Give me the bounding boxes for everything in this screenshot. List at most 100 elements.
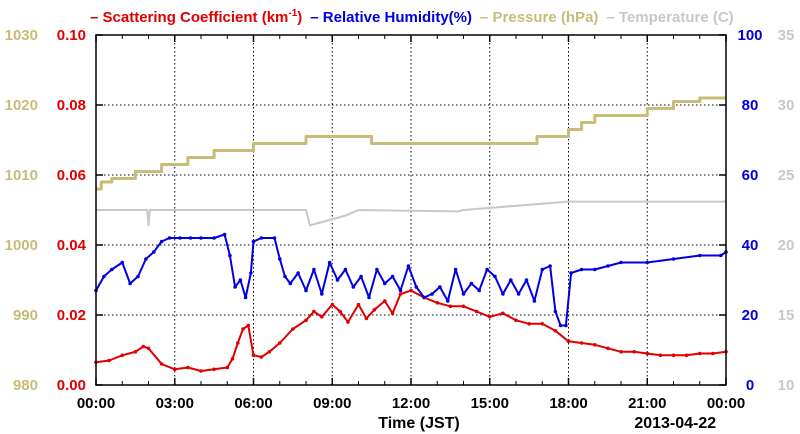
rh-point — [102, 274, 106, 279]
scattering-point — [225, 365, 230, 370]
scattering-point — [304, 318, 308, 323]
scattering-y-tick-label: 0.10 — [57, 27, 86, 44]
scattering-y-tick-label: 0.02 — [57, 307, 86, 324]
rh-y-tick-label: 100 — [737, 27, 762, 44]
scattering-point — [579, 341, 584, 345]
scattering-point — [409, 288, 413, 293]
rh-point — [698, 253, 702, 258]
rh-point — [422, 295, 426, 300]
rh-point — [128, 281, 132, 286]
grid — [96, 35, 726, 385]
x-tick-label: 15:00 — [471, 395, 509, 412]
scattering-point — [553, 329, 558, 333]
pressure-y-tick-label: 1030 — [5, 27, 38, 44]
scattering-point — [364, 316, 369, 321]
scattering-y-tick-label: 0.06 — [57, 167, 86, 184]
x-tick-label: 06:00 — [234, 395, 272, 412]
scattering-point — [398, 292, 403, 296]
x-tick-label: 18:00 — [549, 395, 587, 412]
temperature-y-tick-label: 15 — [778, 307, 795, 324]
rh-point — [327, 260, 332, 265]
temperature-y-tick-label: 30 — [778, 97, 795, 114]
legend-entry-scattering: – Scattering Coefficient (km-1) — [90, 8, 302, 26]
scattering-point — [372, 308, 377, 312]
scattering-point — [230, 357, 235, 361]
rh-point — [430, 292, 434, 296]
rh-point — [540, 267, 545, 272]
scattering-line — [95, 289, 727, 372]
rh-y-tick-label: 80 — [742, 97, 759, 114]
scattering-point — [383, 299, 387, 303]
rh-point — [272, 236, 277, 240]
rh-point — [671, 257, 676, 261]
scattering-point — [246, 323, 251, 328]
rh-point — [243, 295, 248, 300]
rh-point — [367, 295, 371, 300]
scattering-y-tick-label: 0.08 — [57, 97, 86, 114]
rh-point — [509, 278, 513, 282]
scattering-point — [658, 353, 663, 358]
rh-point — [288, 281, 293, 286]
y-axes: 98099010001010102010300.000.020.040.060.… — [5, 27, 795, 394]
rh-point — [233, 285, 237, 289]
x-tick-label: 00:00 — [77, 395, 115, 412]
temperature-y-tick-label: 35 — [778, 27, 795, 44]
rh-point — [222, 232, 227, 237]
rh-point — [564, 323, 568, 328]
scattering-series — [94, 288, 728, 373]
scattering-point — [159, 362, 164, 366]
scattering-point — [448, 304, 453, 309]
pressure-y-tick-label: 1020 — [5, 97, 38, 114]
rh-y-tick-label: 40 — [742, 237, 759, 254]
pressure-y-tick-label: 980 — [13, 377, 38, 394]
scattering-point — [474, 309, 479, 314]
scattering-point — [711, 351, 715, 356]
rh-point — [569, 271, 573, 275]
rh-point — [359, 274, 363, 279]
scattering-point — [236, 341, 240, 345]
scattering-point — [488, 315, 492, 319]
rh-point — [251, 239, 256, 244]
scattering-point — [312, 309, 316, 314]
rh-point — [188, 236, 193, 240]
scattering-point — [566, 339, 571, 344]
rh-point — [548, 264, 552, 268]
scattering-point — [146, 346, 151, 351]
rh-point — [278, 257, 282, 261]
scattering-point — [267, 350, 272, 354]
rh-point — [343, 267, 348, 272]
temperature-line — [96, 200, 726, 227]
scattering-point — [338, 309, 342, 314]
rh-point — [178, 236, 182, 240]
rh-point — [619, 260, 623, 265]
scattering-point — [259, 355, 264, 359]
rh-point — [296, 271, 300, 275]
date-label: 2013-04-22 — [634, 415, 716, 432]
rh-point — [120, 260, 125, 265]
rh-point — [406, 264, 411, 268]
scattering-point — [120, 353, 125, 358]
scattering-point — [346, 320, 350, 324]
x-axis: 00:00 03:00 06:00 09:00 12:00 15:00 18:00 21:00… — [77, 35, 745, 412]
rh-point — [719, 253, 723, 258]
rh-point — [259, 236, 264, 240]
scattering-point — [606, 346, 610, 351]
scattering-point — [593, 343, 597, 347]
rh-point — [485, 267, 489, 272]
rh-point — [493, 274, 497, 279]
rh-point — [477, 288, 482, 293]
rh-point — [144, 257, 148, 261]
temperature-series — [96, 200, 726, 227]
x-axis-title: Time (JST) — [378, 415, 460, 432]
scattering-point — [107, 358, 111, 363]
rh-point — [438, 285, 442, 289]
scattering-point — [173, 367, 177, 372]
scattering-point — [291, 327, 295, 331]
scattering-point — [330, 302, 335, 307]
x-tick-label: 03:00 — [156, 395, 194, 412]
scattering-point — [141, 344, 146, 349]
scattering-point — [356, 302, 361, 307]
rh-point — [579, 267, 584, 272]
rh-point — [516, 292, 521, 296]
